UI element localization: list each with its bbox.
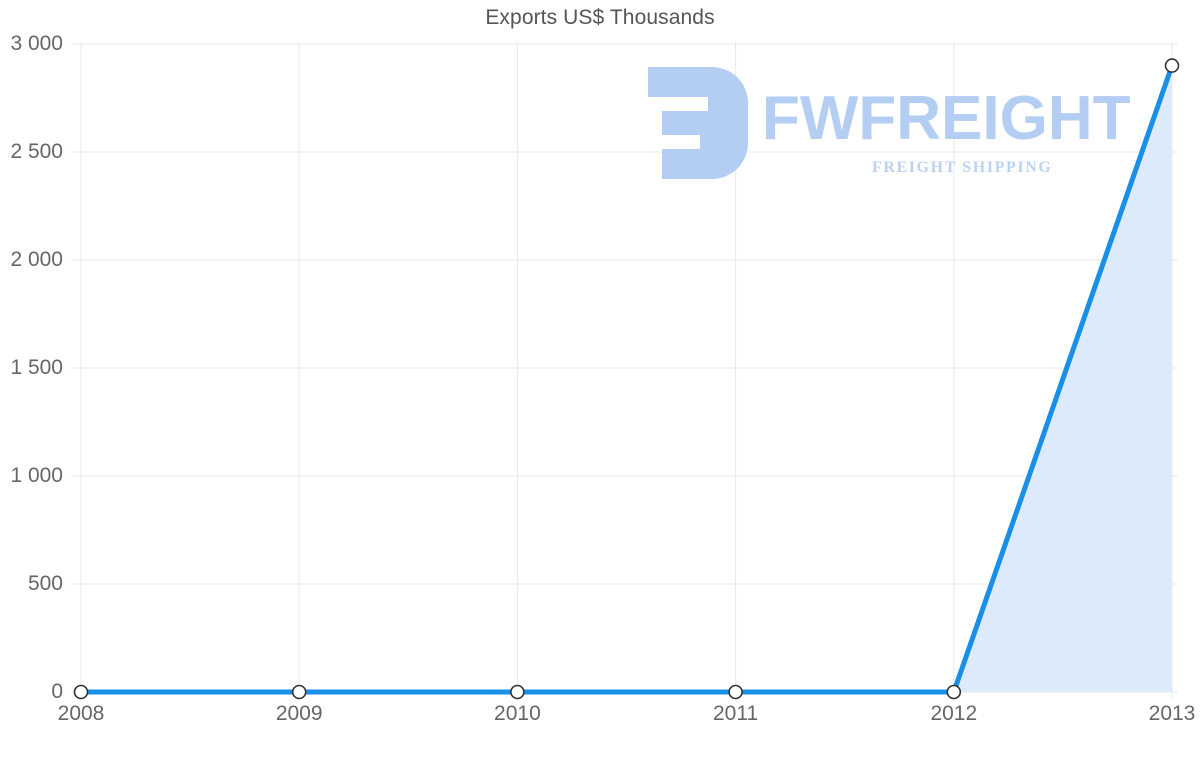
data-point-marker-2013[interactable] <box>1164 58 1180 73</box>
data-point-marker-2012[interactable] <box>946 684 962 700</box>
horizontal-gridlines <box>71 43 1178 693</box>
x-axis-tick-label: 2009 <box>275 702 323 725</box>
series-line <box>78 63 1175 695</box>
y-axis-tick-label: 1 500 <box>10 356 63 379</box>
y-axis-tick-label: 2 000 <box>10 248 63 271</box>
x-axis-tick-label: 2008 <box>57 702 105 725</box>
x-axis-tick-label: 2012 <box>930 702 978 725</box>
chart-title: Exports US$ Thousands <box>485 6 715 29</box>
y-axis-tick-label: 1 000 <box>10 464 63 487</box>
y-axis-tick-label: 3 000 <box>10 32 63 55</box>
y-axis-tick-label: 0 <box>51 680 63 703</box>
x-axis-tick-label: 2010 <box>494 702 541 725</box>
data-point-marker-2011[interactable] <box>728 684 743 700</box>
y-axis-tick-label: 500 <box>27 572 63 595</box>
series-area-fill <box>81 65 1172 693</box>
data-point-marker-2008[interactable] <box>73 684 89 700</box>
x-axis-tick-label: 2013 <box>1148 702 1196 725</box>
x-axis-tick-label: 2011 <box>713 702 759 725</box>
data-point-marker-2009[interactable] <box>291 684 307 700</box>
y-axis-tick-label: 2 500 <box>10 140 63 163</box>
series-markers <box>73 58 1180 700</box>
data-point-marker-2010[interactable] <box>510 684 525 700</box>
